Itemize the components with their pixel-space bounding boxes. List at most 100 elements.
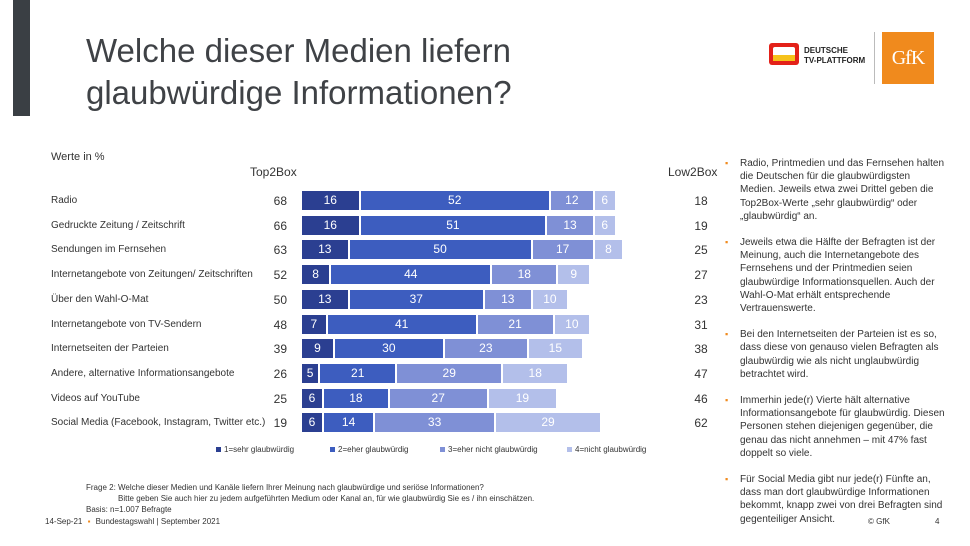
bar-segment: 29: [495, 413, 601, 433]
bar-segment: 50: [349, 240, 531, 260]
footnote-instruction: Bitte geben Sie auch hier zu jedem aufge…: [118, 494, 535, 503]
bar-segment: 44: [331, 265, 491, 285]
note-text: Für Social Media gibt nur jede(r) Fünfte…: [740, 474, 943, 525]
low2box-header: Low2Box: [668, 165, 718, 179]
bar-segment: 6: [594, 215, 615, 235]
top2box-value: 48: [273, 317, 287, 332]
bar-segment: 12: [550, 191, 593, 210]
low2box-value: 46: [694, 391, 708, 406]
bar-segment: 21: [477, 314, 553, 334]
square-bullet-icon: ▪: [725, 395, 729, 406]
bar-segment: 33: [375, 413, 494, 433]
low2box-value: 47: [694, 366, 708, 381]
bar-segment: 18: [503, 363, 568, 383]
gfk-logo-text: GfK: [891, 47, 926, 69]
top2box-value: 19: [273, 416, 287, 431]
square-bullet-icon: ▪: [725, 329, 729, 340]
bar-segment: 37: [349, 289, 483, 309]
top2box-value: 68: [273, 194, 287, 208]
low2box-value: 18: [694, 194, 708, 208]
category-label: Videos auf YouTube: [51, 392, 140, 404]
footnote-question: Frage 2: Welche dieser Medien und Kanäle…: [86, 483, 484, 492]
bar-segment: 13: [302, 240, 348, 260]
bar-segment: 27: [389, 388, 487, 408]
legend-label: 4=nicht glaubwürdig: [575, 445, 647, 454]
note-item: ▪ Radio, Printmedien und das Fernsehen ha…: [725, 157, 945, 223]
page-title: Welche dieser Medien liefern glaubwürdig…: [86, 30, 646, 114]
category-label: Andere, alternative Informationsangebote: [51, 367, 235, 379]
bar-segment: 13: [547, 215, 593, 235]
category-label: Internetangebote von Zeitungen/ Zeitschr…: [51, 269, 253, 281]
note-text: Immerhin jede(r) Vierte hält alternative…: [740, 395, 945, 459]
bar-segment: 8: [302, 265, 330, 285]
footer-bullet-icon: ▪: [87, 517, 91, 526]
dtp-logo-text-1: DEUTSCHE: [804, 46, 849, 55]
top2box-value: 26: [273, 366, 287, 381]
legend-item: 1=sehr glaubwürdig: [216, 445, 294, 454]
bar-segment: 7: [302, 314, 326, 334]
low2box-value: 31: [694, 317, 708, 332]
top2box-value: 52: [273, 268, 287, 283]
category-label: Radio: [51, 195, 78, 206]
note-text: Radio, Printmedien und das Fernsehen hal…: [740, 158, 945, 222]
bar-segment: 29: [397, 363, 502, 383]
legend-item: 4=nicht glaubwürdig: [567, 445, 646, 454]
legend-swatch: [330, 447, 335, 453]
category-label: Social Media (Facebook, Instagram, Twitt…: [51, 417, 266, 429]
bar-segment: 13: [302, 289, 348, 309]
bar-segment: 8: [594, 240, 623, 260]
bar-segment: 18: [492, 265, 557, 285]
notes-panel: ▪ Radio, Printmedien und das Fernsehen ha…: [725, 157, 945, 539]
accent-sidebar: [13, 0, 30, 116]
footnote: Frage 2: Welche dieser Medien und Kanäle…: [86, 482, 534, 515]
note-text: Bei den Internetseiten der Parteien ist …: [740, 329, 939, 380]
note-item: ▪ Für Social Media gibt nur jede(r) Fünft…: [725, 473, 945, 526]
bar-segment: 16: [302, 215, 359, 235]
footer-event: Bundestagswahl | September 2021: [95, 517, 221, 526]
top2box-value: 66: [273, 218, 287, 233]
bar-segment: 19: [488, 388, 557, 408]
note-item: ▪ Jeweils etwa die Hälfte der Befragten i…: [725, 236, 945, 315]
top2box-header: Top2Box: [250, 165, 297, 179]
bar-segment: 15: [528, 339, 582, 359]
logo-divider: [874, 32, 875, 84]
bar-segment: 16: [302, 191, 359, 210]
gfk-logo: GfK: [882, 32, 934, 84]
low2box-value: 38: [694, 342, 708, 357]
legend-label: 3=eher nicht glaubwürdig: [448, 445, 538, 454]
note-item: ▪ Immerhin jede(r) Vierte hält alternativ…: [725, 394, 945, 460]
low2box-value: 23: [694, 292, 708, 307]
bar-segment: 17: [532, 240, 593, 260]
deutsche-tv-plattform-logo: DEUTSCHE TV-PLATTFORM: [769, 40, 869, 70]
low2box-value: 27: [694, 268, 708, 283]
low2box-value: 19: [694, 218, 708, 233]
top2box-value: 25: [273, 391, 287, 406]
footnote-base: Basis: n=1.007 Befragte: [86, 505, 172, 514]
category-label: Internetangebote von TV-Sendern: [51, 318, 202, 330]
legend-item: 2=eher glaubwürdig: [330, 445, 409, 454]
category-label: Internetseiten der Parteien: [51, 343, 169, 355]
footer-copyright: © GfK: [868, 517, 890, 526]
bar-segment: 10: [532, 289, 568, 309]
legend-label: 1=sehr glaubwürdig: [224, 445, 295, 454]
legend-swatch: [567, 447, 572, 453]
title-line-1: Welche dieser Medien liefern: [86, 32, 511, 69]
bar-segment: 6: [594, 191, 615, 210]
top2box-value: 63: [273, 243, 287, 258]
note-text: Jeweils etwa die Hälfte der Befragten is…: [740, 237, 936, 315]
legend-label: 2=eher glaubwürdig: [338, 445, 409, 454]
square-bullet-icon: ▪: [725, 237, 729, 248]
title-line-2: glaubwürdige Informationen?: [86, 74, 512, 111]
legend-swatch: [440, 447, 445, 453]
bar-segment: 18: [323, 388, 388, 408]
bar-segment: 6: [302, 388, 322, 408]
bar-segment: 14: [323, 413, 374, 433]
bar-segment: 21: [320, 363, 396, 383]
footer-left: 14-Sep-21 ▪ Bundestagswahl | September 2…: [45, 517, 220, 526]
bar-segment: 30: [334, 339, 443, 359]
bar-segment: 41: [327, 314, 476, 334]
legend-item: 3=eher nicht glaubwürdig: [440, 445, 538, 454]
footer-date: 14-Sep-21: [45, 517, 83, 526]
bar-segment: 13: [485, 289, 531, 309]
top2box-value: 39: [273, 342, 287, 357]
